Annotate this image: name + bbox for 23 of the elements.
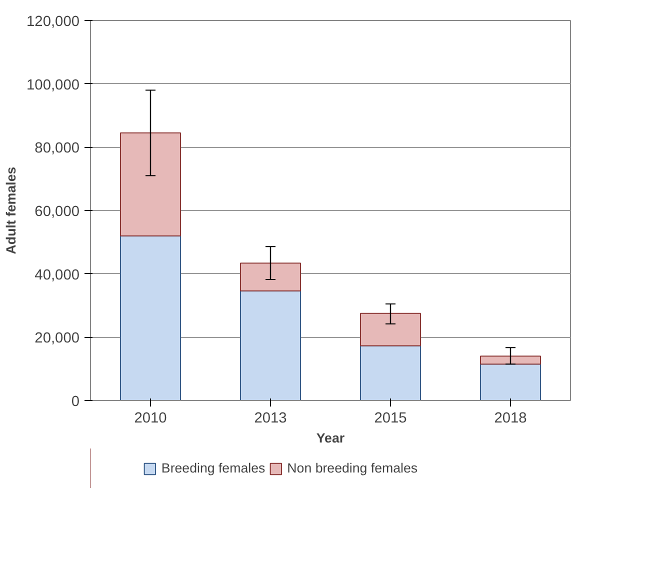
x-tick-label: 2013 <box>254 410 287 426</box>
y-tick-label: 0 <box>71 394 80 410</box>
bar <box>120 235 181 400</box>
bar <box>480 356 541 365</box>
bar <box>240 262 301 292</box>
y-axis-title: Adult females <box>4 166 19 254</box>
y-tick-label: 20,000 <box>34 330 80 347</box>
x-tick-label: 2010 <box>134 410 167 426</box>
x-axis-title: Year <box>316 430 345 446</box>
legend-label: Breeding females <box>161 460 266 476</box>
y-tick-label: 80,000 <box>34 140 80 157</box>
bar <box>360 312 421 346</box>
bar <box>240 290 301 400</box>
legend-label: Non breeding females <box>287 460 418 476</box>
bar <box>480 364 541 400</box>
y-tick-label: 100,000 <box>26 77 80 94</box>
y-tick-label: 120,000 <box>26 14 80 30</box>
bar <box>120 132 181 236</box>
y-tick-label: 60,000 <box>34 204 80 220</box>
bar <box>360 345 421 400</box>
x-tick-label: 2018 <box>494 410 527 426</box>
x-tick-label: 2015 <box>374 410 407 426</box>
y-tick-label: 40,000 <box>34 267 80 284</box>
